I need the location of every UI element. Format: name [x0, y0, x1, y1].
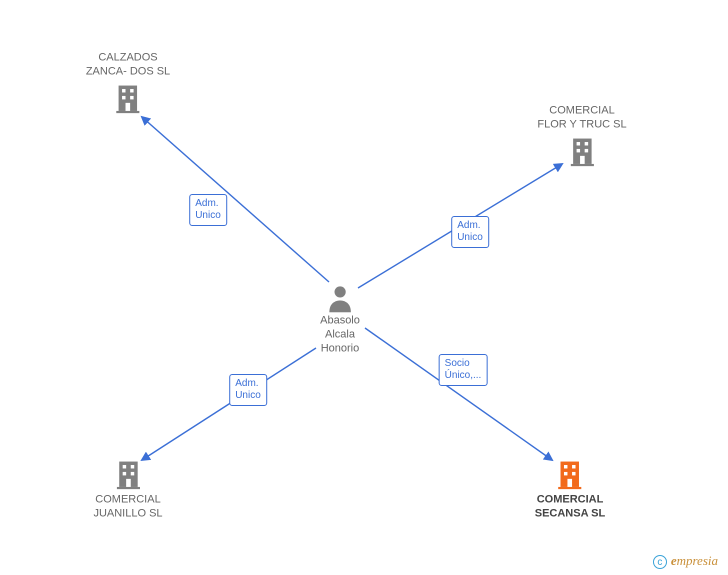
center-person-node[interactable]: Abasolo Alcala Honorio — [320, 284, 360, 355]
edge-label: Adm. Unico — [451, 216, 489, 248]
edge-label: Adm. Unico — [229, 374, 267, 406]
building-icon — [556, 459, 584, 489]
person-icon — [327, 284, 353, 312]
company-node[interactable]: COMERCIAL FLOR Y TRUC SL — [537, 104, 626, 168]
diagram-canvas: Adm. Unico Adm. Unico Adm. Unico Socio Ú… — [0, 0, 728, 575]
company-node[interactable]: CALZADOS ZANCA- DOS SL — [86, 51, 170, 115]
node-label: CALZADOS ZANCA- DOS SL — [86, 51, 170, 79]
building-icon — [114, 83, 142, 113]
node-label: COMERCIAL FLOR Y TRUC SL — [537, 104, 626, 132]
node-label: Abasolo Alcala Honorio — [320, 314, 360, 355]
edge-label: Socio Único,... — [439, 354, 488, 386]
edge-line — [142, 117, 329, 282]
building-icon — [114, 459, 142, 489]
company-node[interactable]: COMERCIAL JUANILLO SL — [93, 459, 162, 521]
node-label: COMERCIAL SECANSA SL — [535, 493, 606, 521]
edge-label: Adm. Unico — [189, 194, 227, 226]
company-node-highlight[interactable]: COMERCIAL SECANSA SL — [535, 459, 606, 521]
watermark: cempresia — [653, 553, 718, 569]
edge-line — [365, 328, 552, 460]
node-label: COMERCIAL JUANILLO SL — [93, 493, 162, 521]
watermark-text: mpresia — [677, 553, 718, 568]
building-icon — [568, 136, 596, 166]
copyright-icon: c — [653, 555, 667, 569]
